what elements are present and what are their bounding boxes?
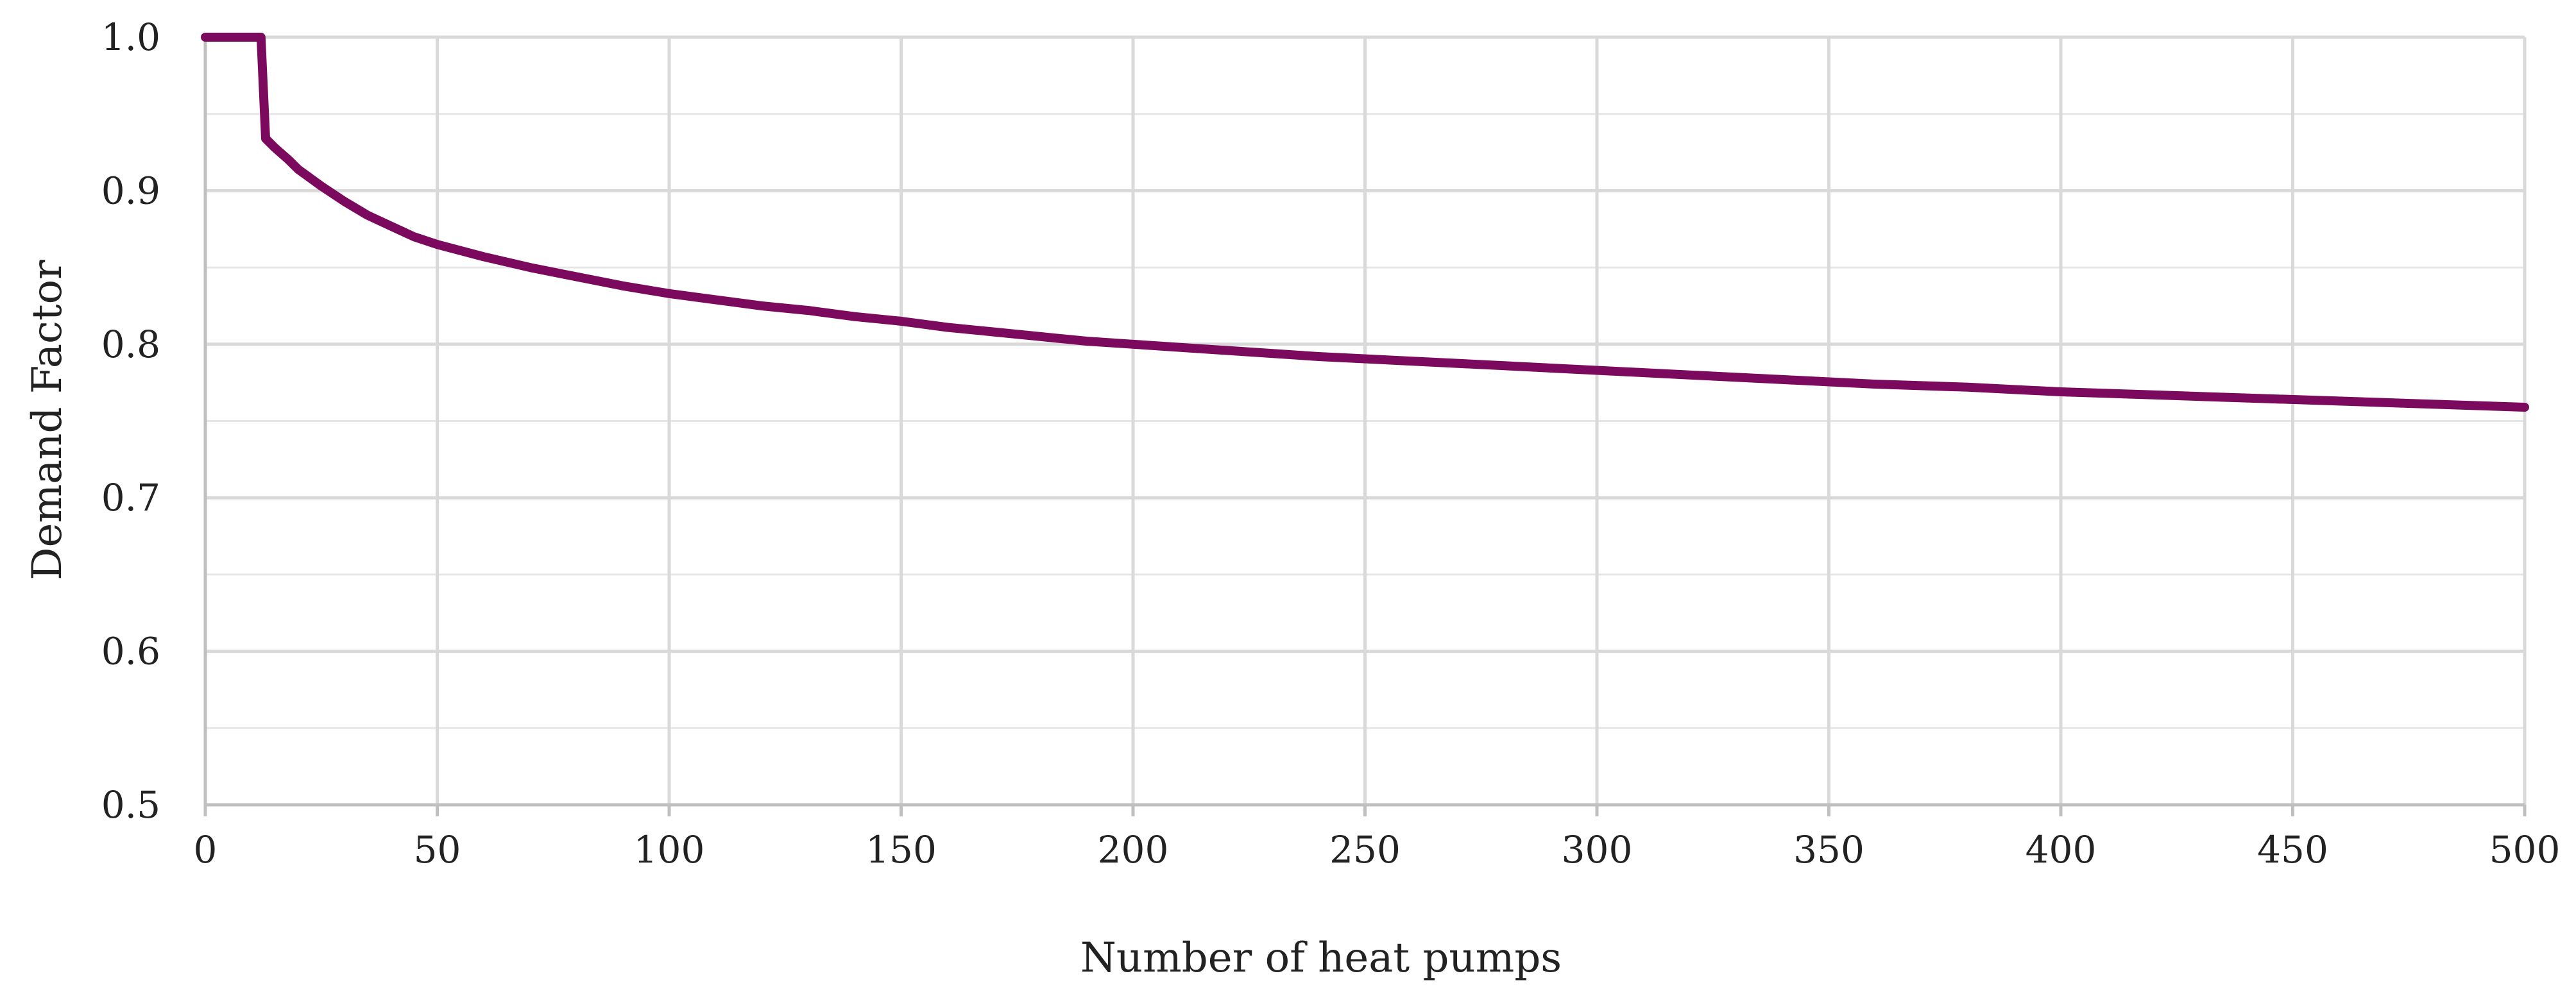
x-tick-label: 250 [1329,828,1401,872]
x-tick-label: 450 [2257,828,2328,872]
x-tick-label: 100 [634,828,705,872]
y-axis-title: Demand Factor [24,260,71,580]
y-tick-label: 0.5 [101,783,160,827]
x-tick-label: 0 [194,828,218,872]
x-tick-label: 150 [866,828,937,872]
grid [203,35,2527,805]
y-tick-label: 1.0 [101,15,160,59]
tick-labels: 0 50 100 150 200 250 300 350 400 450 500 0.5 0.6 0.7 0… [101,15,2561,872]
x-tick-label: 50 [414,828,461,872]
x-tick-label: 200 [1098,828,1169,872]
x-axis-title: Number of heat pumps [1080,934,1562,982]
series-layer [201,33,2529,412]
y-tick-label: 0.7 [101,476,160,519]
x-tick-label: 350 [1793,828,1864,872]
series-line-demand-factor [201,33,2529,412]
x-tick-label: 300 [1562,828,1633,872]
x-tick-label: 400 [2026,828,2097,872]
y-tick-label: 0.6 [101,630,160,673]
y-tick-label: 0.8 [101,323,160,366]
axes [203,37,2527,816]
y-tick-label: 0.9 [101,169,160,212]
x-tick-label: 500 [2489,828,2561,872]
